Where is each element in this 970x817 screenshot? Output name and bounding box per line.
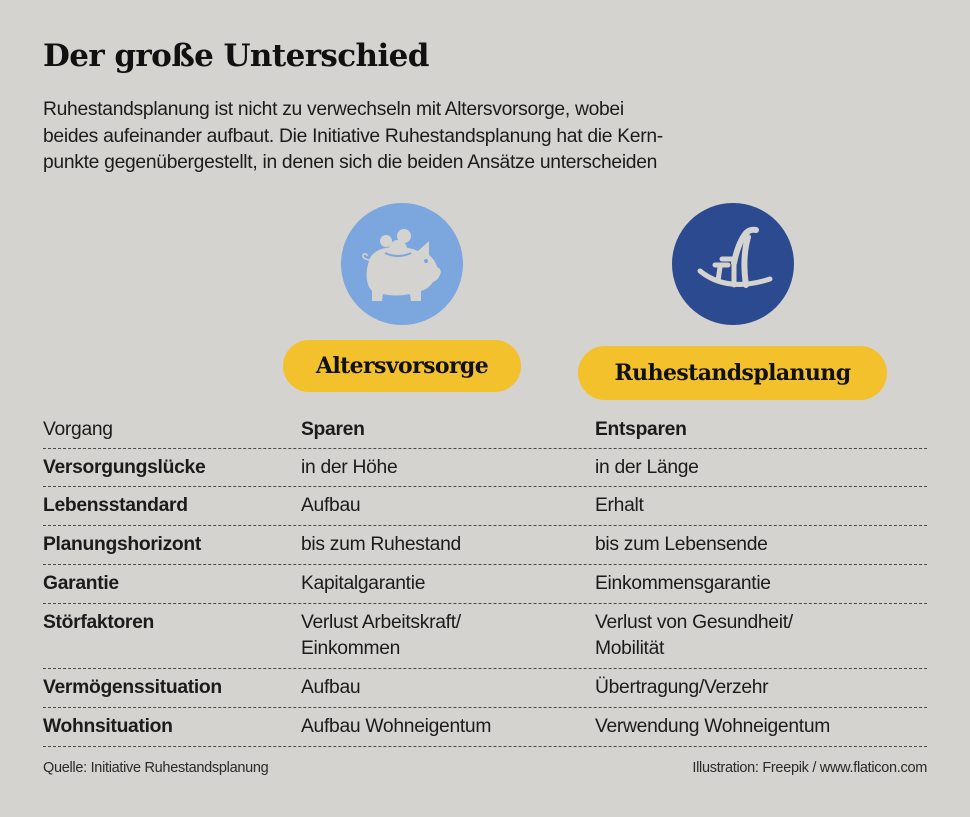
table-row: Vermögenssituation Aufbau Übertragung/Ve… [43, 669, 927, 708]
cell-altersvorsorge: Kapitalgarantie [301, 573, 426, 594]
rocking-chair-icon [697, 226, 773, 288]
cell-ruhestandsplanung: Verwendung Wohneigentum [595, 716, 831, 737]
cell-ruhestandsplanung: Verlust von Gesundheit/ Mobilität [595, 610, 793, 662]
cell-altersvorsorge: bis zum Ruhestand [301, 534, 461, 555]
intro-line: beides aufeinander aufbaut. Die Initiati… [43, 125, 663, 147]
cell-altersvorsorge: Aufbau [301, 495, 361, 516]
comparison-table: Vorgang Sparen Entsparen Versorgungslück… [43, 411, 927, 747]
cell-line: Einkommen [301, 638, 401, 659]
table-row: Versorgungslücke in der Höhe in der Läng… [43, 449, 927, 487]
intro-text: Ruhestandsplanung ist nicht zu verwechse… [43, 97, 803, 177]
column-header-altersvorsorge: Altersvorsorge [283, 340, 521, 392]
illustration-credit: Illustration: Freepik / www.flaticon.com [692, 760, 927, 776]
row-label: Garantie [43, 573, 119, 594]
table-row: Lebensstandard Aufbau Erhalt [43, 487, 927, 526]
source-note: Quelle: Initiative Ruhestandsplanung [43, 760, 269, 776]
column-header-ruhestandsplanung: Ruhestandsplanung [578, 346, 887, 400]
cell-ruhestandsplanung: Einkommensgarantie [595, 573, 771, 594]
table-row: Garantie Kapitalgarantie Einkommensgaran… [43, 565, 927, 604]
cell-altersvorsorge: Sparen [301, 419, 365, 440]
cell-altersvorsorge: in der Höhe [301, 457, 398, 478]
table-row: Vorgang Sparen Entsparen [43, 411, 927, 449]
cell-altersvorsorge: Aufbau [301, 677, 361, 698]
cell-line: Mobilität [595, 638, 665, 659]
row-label: Wohnsituation [43, 716, 173, 737]
cell-line: Verlust Arbeitskraft/ [301, 612, 461, 633]
cell-altersvorsorge: Aufbau Wohneigentum [301, 716, 492, 737]
piggy-bank-icon [362, 229, 441, 301]
row-label: Planungshorizont [43, 534, 202, 555]
cell-ruhestandsplanung: bis zum Lebensende [595, 534, 768, 555]
cell-ruhestandsplanung: in der Länge [595, 457, 699, 478]
row-label: Vorgang [43, 419, 113, 440]
cell-ruhestandsplanung: Entsparen [595, 419, 687, 440]
table-row: Planungshorizont bis zum Ruhestand bis z… [43, 526, 927, 565]
cell-ruhestandsplanung: Erhalt [595, 495, 644, 516]
table-row: Störfaktoren Verlust Arbeitskraft/ Einko… [43, 604, 927, 669]
page-title: Der große Unterschied [43, 38, 429, 74]
cell-altersvorsorge: Verlust Arbeitskraft/ Einkommen [301, 610, 461, 662]
table-row: Wohnsituation Aufbau Wohneigentum Verwen… [43, 708, 927, 747]
intro-line: punkte gegenübergestellt, in denen sich … [43, 152, 658, 173]
cell-line: Verlust von Gesundheit/ [595, 612, 793, 633]
cell-ruhestandsplanung: Übertragung/Verzehr [595, 677, 769, 698]
intro-line: Ruhestandsplanung ist nicht zu verwechse… [43, 99, 624, 120]
row-label: Versorgungslücke [43, 457, 206, 478]
row-label: Störfaktoren [43, 612, 155, 633]
row-label: Lebensstandard [43, 495, 188, 516]
piggy-bank-circle [341, 203, 463, 325]
row-label: Vermögenssituation [43, 677, 222, 698]
rocking-chair-circle [672, 203, 794, 325]
